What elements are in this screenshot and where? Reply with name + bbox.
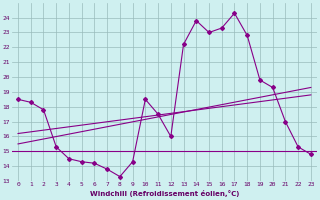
X-axis label: Windchill (Refroidissement éolien,°C): Windchill (Refroidissement éolien,°C)	[90, 190, 239, 197]
